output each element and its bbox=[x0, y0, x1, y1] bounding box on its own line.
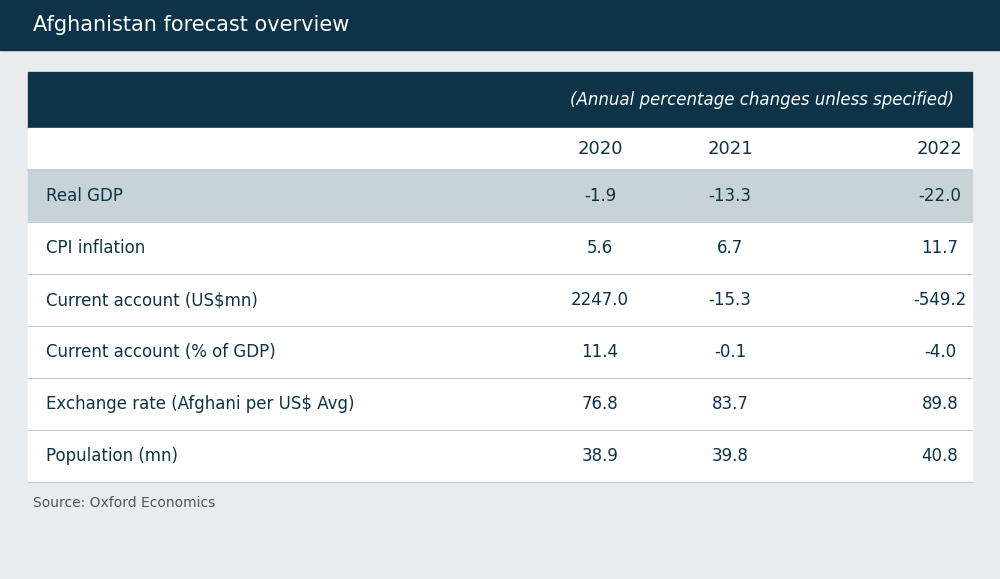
Text: Current account (% of GDP): Current account (% of GDP) bbox=[46, 343, 276, 361]
Text: 11.7: 11.7 bbox=[922, 239, 958, 257]
Bar bbox=[28, 72, 972, 482]
Text: Current account (US$mn): Current account (US$mn) bbox=[46, 291, 258, 309]
Text: 2021: 2021 bbox=[707, 140, 753, 158]
Text: 11.4: 11.4 bbox=[582, 343, 618, 361]
Bar bbox=[28, 430, 972, 482]
Bar bbox=[28, 72, 972, 128]
Text: CPI inflation: CPI inflation bbox=[46, 239, 145, 257]
Bar bbox=[28, 170, 972, 222]
Bar bbox=[28, 378, 972, 430]
Text: -1.9: -1.9 bbox=[584, 187, 616, 205]
Text: 83.7: 83.7 bbox=[712, 395, 748, 413]
Text: Source: Oxford Economics: Source: Oxford Economics bbox=[33, 496, 215, 510]
Text: Population (mn): Population (mn) bbox=[46, 447, 178, 465]
Text: 40.8: 40.8 bbox=[922, 447, 958, 465]
Bar bbox=[28, 274, 972, 326]
Text: (Annual percentage changes unless specified): (Annual percentage changes unless specif… bbox=[570, 91, 954, 109]
Text: Real GDP: Real GDP bbox=[46, 187, 123, 205]
Text: -549.2: -549.2 bbox=[913, 291, 967, 309]
Text: 2022: 2022 bbox=[917, 140, 963, 158]
Bar bbox=[28, 222, 972, 274]
Text: 2020: 2020 bbox=[577, 140, 623, 158]
Text: 76.8: 76.8 bbox=[582, 395, 618, 413]
Text: 2247.0: 2247.0 bbox=[571, 291, 629, 309]
Text: 5.6: 5.6 bbox=[587, 239, 613, 257]
Text: -15.3: -15.3 bbox=[709, 291, 751, 309]
Bar bbox=[28, 326, 972, 378]
Text: Exchange rate (Afghani per US$ Avg): Exchange rate (Afghani per US$ Avg) bbox=[46, 395, 354, 413]
Text: 89.8: 89.8 bbox=[922, 395, 958, 413]
Text: 6.7: 6.7 bbox=[717, 239, 743, 257]
Text: -22.0: -22.0 bbox=[919, 187, 961, 205]
Bar bbox=[28, 128, 972, 170]
Text: 39.8: 39.8 bbox=[712, 447, 748, 465]
Text: -4.0: -4.0 bbox=[924, 343, 956, 361]
Text: -13.3: -13.3 bbox=[708, 187, 752, 205]
Bar bbox=[0, 0, 1000, 50]
Text: -0.1: -0.1 bbox=[714, 343, 746, 361]
Text: Afghanistan forecast overview: Afghanistan forecast overview bbox=[33, 15, 349, 35]
Text: 38.9: 38.9 bbox=[582, 447, 618, 465]
